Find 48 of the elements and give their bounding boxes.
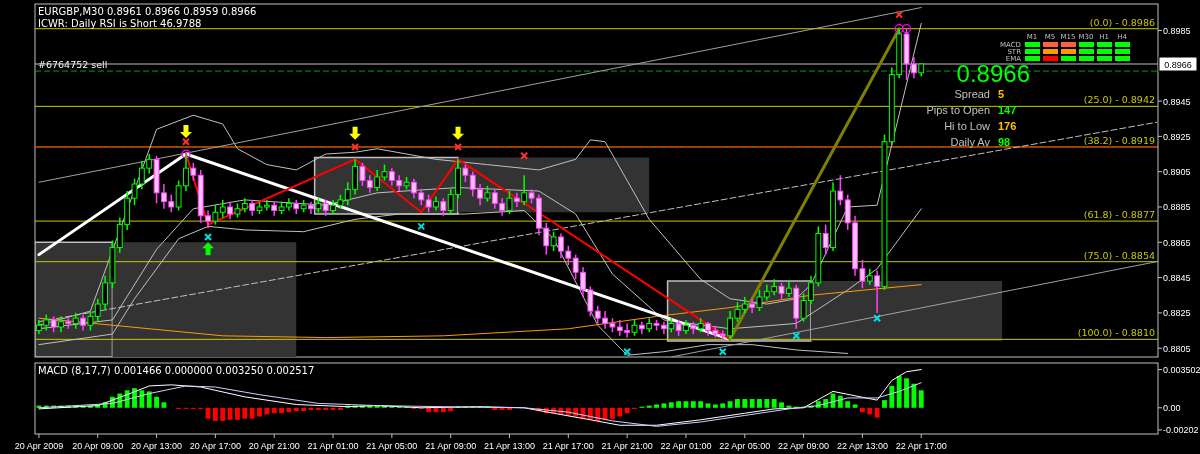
- x-tick-label: 22 Apr 05:00: [719, 441, 771, 451]
- x-tick-label: 20 Apr 2009: [14, 441, 64, 451]
- annotation: 98: [998, 136, 1011, 148]
- annotation: (38.2) - 0.8919: [1083, 134, 1155, 146]
- y-tick-label: 0.8845: [1163, 273, 1191, 284]
- x-tick-label: 21 Apr 17:00: [542, 441, 594, 451]
- annotation: Hi to Low: [944, 120, 991, 132]
- annotation: 147: [998, 104, 1017, 116]
- x-tick-label: 20 Apr 09:00: [72, 441, 124, 451]
- annotation: 5: [998, 88, 1005, 100]
- y-tick-label: 0.8945: [1163, 96, 1191, 107]
- y-tick-label: 0.00: [1163, 403, 1181, 414]
- x-tick-label: 22 Apr 17:00: [895, 441, 947, 451]
- annotation: (0.0) - 0.8986: [1089, 16, 1155, 28]
- ref-line-label: #6764752 sell: [38, 59, 108, 71]
- x-tick-label: 21 Apr 05:00: [366, 441, 418, 451]
- y-tick-label: 0.8805: [1163, 343, 1191, 354]
- x-tick-label: 20 Apr 21:00: [248, 441, 300, 451]
- chart-title: MACD (8,17,7) 0.001466 0.000000 0.003250 0.002517: [38, 365, 315, 376]
- x-tick-label: 20 Apr 13:00: [131, 441, 183, 451]
- y-tick-label: 0.8925: [1163, 131, 1191, 142]
- y-tick-label: -0.00202: [1163, 425, 1199, 436]
- x-tick-label: 21 Apr 09:00: [425, 441, 477, 451]
- y-tick-label: 0.8985: [1163, 25, 1191, 36]
- x-tick-label: 21 Apr 01:00: [307, 441, 359, 451]
- annotation: 176: [998, 120, 1017, 132]
- annotation: (25.0) - 0.8942: [1083, 94, 1155, 106]
- annotation: Daily Av: [950, 136, 991, 148]
- x-tick-label: 22 Apr 13:00: [836, 441, 888, 451]
- x-tick-label: 22 Apr 09:00: [778, 441, 830, 451]
- y-tick-label: 0.8825: [1163, 308, 1191, 319]
- x-tick-label: 21 Apr 13:00: [483, 441, 536, 451]
- annotation: (61.8) - 0.8877: [1083, 209, 1155, 221]
- ref-line-label: 0.8966: [1164, 60, 1192, 71]
- annotation: (75.0) - 0.8854: [1083, 249, 1155, 261]
- y-tick-label: 0.8885: [1163, 202, 1191, 213]
- y-tick-label: 0.8865: [1163, 237, 1191, 248]
- annotation: (100.0) - 0.8810: [1077, 327, 1155, 339]
- y-tick-label: 0.8905: [1163, 167, 1191, 178]
- x-tick-label: 22 Apr 01:00: [660, 441, 712, 451]
- annotation: Pips to Open: [926, 104, 990, 116]
- x-tick-label: 21 Apr 21:00: [601, 441, 653, 451]
- x-tick-label: 20 Apr 17:00: [189, 441, 241, 451]
- chart-title: EURGBP,M30 0.8961 0.8966 0.8959 0.8966: [38, 6, 257, 17]
- y-tick-label: 0.003502: [1163, 365, 1200, 376]
- text: ICWR: Daily RSI is Short 46.9788: [38, 18, 202, 29]
- annotation: Spread: [954, 88, 990, 100]
- annotation: 0.8966: [956, 60, 1030, 87]
